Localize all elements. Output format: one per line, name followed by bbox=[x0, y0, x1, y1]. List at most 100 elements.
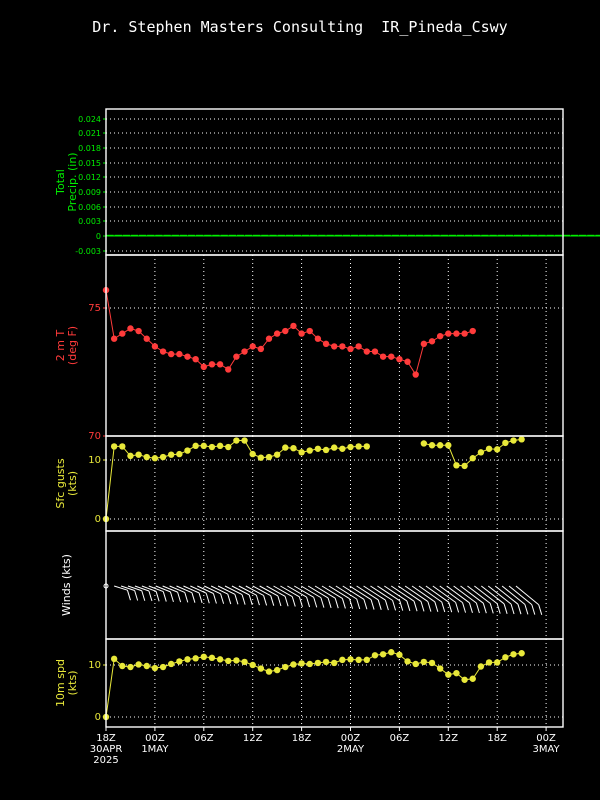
wind-barb bbox=[418, 585, 446, 613]
data-point-speed bbox=[371, 652, 379, 659]
wind-barb-flag bbox=[220, 593, 225, 604]
wind-barb-shaft bbox=[176, 585, 193, 594]
data-point-speed bbox=[453, 669, 460, 677]
y-tick-label-speed: 0 bbox=[95, 712, 101, 723]
data-point-gust bbox=[273, 451, 281, 458]
data-point-gust bbox=[135, 451, 142, 458]
data-point-speed bbox=[290, 661, 297, 668]
wind-barb-shaft bbox=[397, 585, 422, 602]
data-point-gust bbox=[436, 442, 444, 449]
data-point-gust bbox=[110, 443, 118, 450]
wind-barb-shaft bbox=[169, 585, 185, 593]
wind-barb-flag bbox=[298, 596, 303, 607]
wind-barb-shaft bbox=[404, 585, 429, 603]
wind-barb bbox=[245, 585, 268, 606]
y-axis-label-line: (kts) bbox=[66, 671, 79, 696]
wind-barb bbox=[148, 585, 167, 602]
data-point-speed bbox=[257, 665, 265, 672]
data-point-gust bbox=[168, 451, 175, 458]
data-point-temp bbox=[176, 350, 183, 358]
y-axis-label-temp: 2 m T(deg F) bbox=[54, 326, 79, 365]
wind-barb-flag bbox=[503, 603, 508, 614]
data-point-speed bbox=[200, 653, 207, 661]
data-point-gust bbox=[298, 449, 305, 456]
wind-barb-flag bbox=[126, 590, 131, 601]
wind-barb-shaft bbox=[203, 585, 221, 595]
wind-barb bbox=[425, 585, 453, 613]
wind-barb-shaft bbox=[370, 585, 393, 601]
wind-barb-flag bbox=[341, 598, 346, 609]
data-point-speed bbox=[143, 662, 150, 670]
data-point-speed bbox=[135, 661, 142, 668]
wind-barb bbox=[439, 585, 467, 613]
panel-frame-speed bbox=[105, 638, 564, 728]
panel-temp: 75 70 2 m T(deg F) bbox=[54, 254, 564, 442]
wind-barb-shaft bbox=[480, 585, 505, 605]
wind-barb-shaft bbox=[238, 585, 257, 596]
wind-barb bbox=[155, 585, 174, 602]
y-axis-label-wind: Winds (kts) bbox=[60, 554, 73, 616]
wind-barb bbox=[210, 585, 232, 605]
data-point-gust bbox=[331, 444, 338, 451]
data-point-temp bbox=[396, 356, 403, 363]
wind-barb-flag bbox=[531, 604, 536, 615]
wind-barb bbox=[280, 585, 303, 607]
wind-barb-shaft bbox=[183, 585, 200, 594]
series-line-gust bbox=[105, 438, 522, 520]
chart-title: Dr. Stephen Masters Consulting IR_Pineda… bbox=[92, 18, 508, 36]
wind-barb-flag bbox=[462, 602, 467, 613]
data-point-temp bbox=[265, 335, 273, 342]
wind-barb-shaft bbox=[377, 585, 400, 602]
x-tick-label: 00Z bbox=[145, 733, 165, 744]
wind-barb bbox=[120, 585, 139, 601]
panel-gust: 10 0 Sfc gusts(kts) bbox=[54, 435, 564, 532]
wind-barb-shaft bbox=[259, 585, 279, 597]
y-axis-label-line: Sfc gusts bbox=[54, 458, 67, 508]
data-point-gust bbox=[225, 443, 232, 451]
data-point-gust bbox=[216, 442, 224, 450]
data-point-gust bbox=[176, 450, 183, 458]
data-point-speed bbox=[331, 659, 338, 667]
wind-barb-flag bbox=[255, 595, 260, 606]
y-tick-label-precip: 0.015 bbox=[78, 159, 101, 168]
wind-barb-shaft bbox=[127, 585, 142, 592]
y-tick-label-precip: 0.021 bbox=[78, 129, 101, 138]
data-point-speed bbox=[241, 658, 248, 666]
data-point-speed bbox=[494, 659, 501, 666]
data-point-gust bbox=[420, 440, 428, 447]
wind-barb-shaft bbox=[515, 585, 540, 606]
wind-barb bbox=[162, 585, 182, 603]
y-tick-label-temp: 70 bbox=[88, 431, 101, 442]
wind-barb-flag bbox=[384, 599, 389, 611]
y-tick-label-precip: 0.018 bbox=[78, 144, 101, 153]
data-point-gust bbox=[257, 454, 265, 461]
y-axis-label-line: (deg F) bbox=[66, 326, 79, 365]
wind-barb-flag bbox=[169, 591, 174, 602]
data-point-gust bbox=[339, 445, 346, 452]
wind-barb-flag bbox=[399, 600, 404, 611]
wind-barb bbox=[480, 585, 508, 614]
wind-barb-shaft bbox=[314, 585, 336, 599]
wind-barb bbox=[467, 585, 494, 614]
wind-barb-shaft bbox=[217, 585, 236, 595]
wind-barb bbox=[390, 585, 418, 612]
data-point-gust bbox=[469, 455, 476, 462]
data-point-gust bbox=[322, 446, 330, 454]
wind-barb-flag bbox=[227, 593, 232, 605]
data-point-speed bbox=[208, 654, 216, 662]
wind-barb bbox=[487, 585, 515, 615]
y-tick-label-gust: 0 bbox=[95, 514, 101, 525]
x-tick-label: 18Z bbox=[292, 733, 312, 744]
x-tick-label: 00Z bbox=[536, 733, 556, 744]
wind-barb-shaft bbox=[266, 585, 286, 597]
wind-barb-flag bbox=[420, 601, 425, 612]
wind-barb-shaft bbox=[328, 585, 350, 600]
data-point-temp bbox=[322, 340, 330, 348]
wind-barb bbox=[501, 585, 529, 615]
data-point-speed bbox=[192, 655, 199, 662]
wind-barb-shaft bbox=[363, 585, 386, 601]
data-point-speed bbox=[412, 660, 419, 668]
wind-barb bbox=[231, 585, 253, 606]
data-point-temp bbox=[314, 335, 322, 342]
x-tick-label: 30APR bbox=[90, 744, 123, 755]
